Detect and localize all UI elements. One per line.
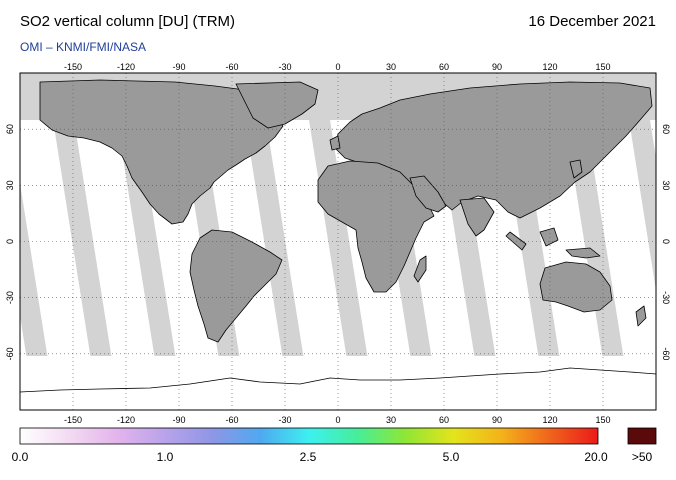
data-swath	[20, 315, 27, 360]
longitude-label: 60	[439, 415, 449, 425]
colorbar-label: 0.0	[11, 450, 29, 464]
data-swath	[74, 120, 155, 360]
longitude-label: 90	[492, 62, 502, 72]
longitude-label: 60	[439, 62, 449, 72]
india-landmass	[459, 197, 495, 237]
longitude-label: -150	[64, 415, 82, 425]
latitude-label: -30	[661, 291, 671, 304]
data-swath	[20, 120, 91, 360]
longitude-label: 90	[492, 415, 502, 425]
longitude-label: 30	[386, 62, 396, 72]
colorbar-overflow-swatch	[627, 427, 657, 445]
longitude-label: -120	[117, 62, 135, 72]
map-border	[19, 72, 657, 411]
map-title: SO2 vertical column [DU] (TRM)	[20, 13, 236, 30]
south-america-landmass	[189, 229, 283, 343]
colorbar-label: 5.0	[442, 450, 460, 464]
longitude-label: -30	[278, 62, 291, 72]
data-swath	[650, 120, 656, 158]
longitude-label: 120	[542, 415, 557, 425]
data-swath	[586, 120, 656, 360]
colorbar-gradient	[19, 427, 599, 445]
latitude-label: -60	[5, 347, 15, 360]
latitude-labels-left: 60 30 0 -30 -60	[5, 124, 15, 360]
latitude-label: 30	[661, 180, 671, 190]
japan-landmass	[569, 159, 583, 179]
antarctica-coastline	[20, 367, 656, 393]
longitude-label: 30	[386, 415, 396, 425]
longitude-label: -90	[172, 62, 185, 72]
latitude-label: -30	[5, 291, 15, 304]
longitude-labels-top: -150 -120 -90 -60 -30 0 30 60 90 120 150	[64, 62, 611, 72]
longitude-label: -90	[172, 415, 185, 425]
latitude-label: 30	[5, 180, 15, 190]
longitude-label: -30	[278, 415, 291, 425]
map-date: 16 December 2021	[528, 13, 656, 30]
longitude-label: -60	[225, 62, 238, 72]
data-swath	[266, 120, 347, 360]
latitude-label: -60	[661, 347, 671, 360]
longitude-label: 150	[595, 415, 610, 425]
map-panel	[19, 72, 657, 411]
longitude-label: 150	[595, 62, 610, 72]
latitude-label: 60	[661, 124, 671, 134]
map-subtitle: OMI – KNMI/FMI/NASA	[20, 40, 147, 54]
uk-landmass	[329, 135, 341, 151]
longitude-label: 0	[335, 62, 340, 72]
land-masses	[20, 79, 656, 393]
colorbar	[19, 427, 657, 445]
sumatra-landmass	[505, 231, 527, 251]
latitude-labels-right: 60 30 0 -30 -60	[661, 124, 671, 360]
australia-landmass	[539, 261, 613, 313]
colorbar-overflow-label: >50	[631, 450, 653, 464]
longitude-label: -120	[117, 415, 135, 425]
longitude-labels-bottom: -150 -120 -90 -60 -30 0 30 60 90 120 150	[64, 415, 611, 425]
latitude-label: 60	[5, 124, 15, 134]
greenland-landmass	[235, 81, 319, 129]
colorbar-label: 2.5	[299, 450, 317, 464]
new-zealand-landmass	[635, 305, 647, 327]
longitude-label: 0	[335, 415, 340, 425]
colorbar-label: 1.0	[156, 450, 174, 464]
new-guinea-landmass	[565, 247, 601, 259]
latitude-label: 0	[5, 239, 15, 244]
africa-landmass	[317, 160, 435, 293]
latitude-label: 0	[661, 239, 671, 244]
madagascar-landmass	[413, 255, 427, 283]
longitude-label: 120	[542, 62, 557, 72]
arabia-landmass	[409, 175, 447, 213]
longitude-label: -60	[225, 415, 238, 425]
longitude-label: -150	[64, 62, 82, 72]
colorbar-label: 20.0	[584, 450, 608, 464]
graticule	[20, 73, 656, 410]
